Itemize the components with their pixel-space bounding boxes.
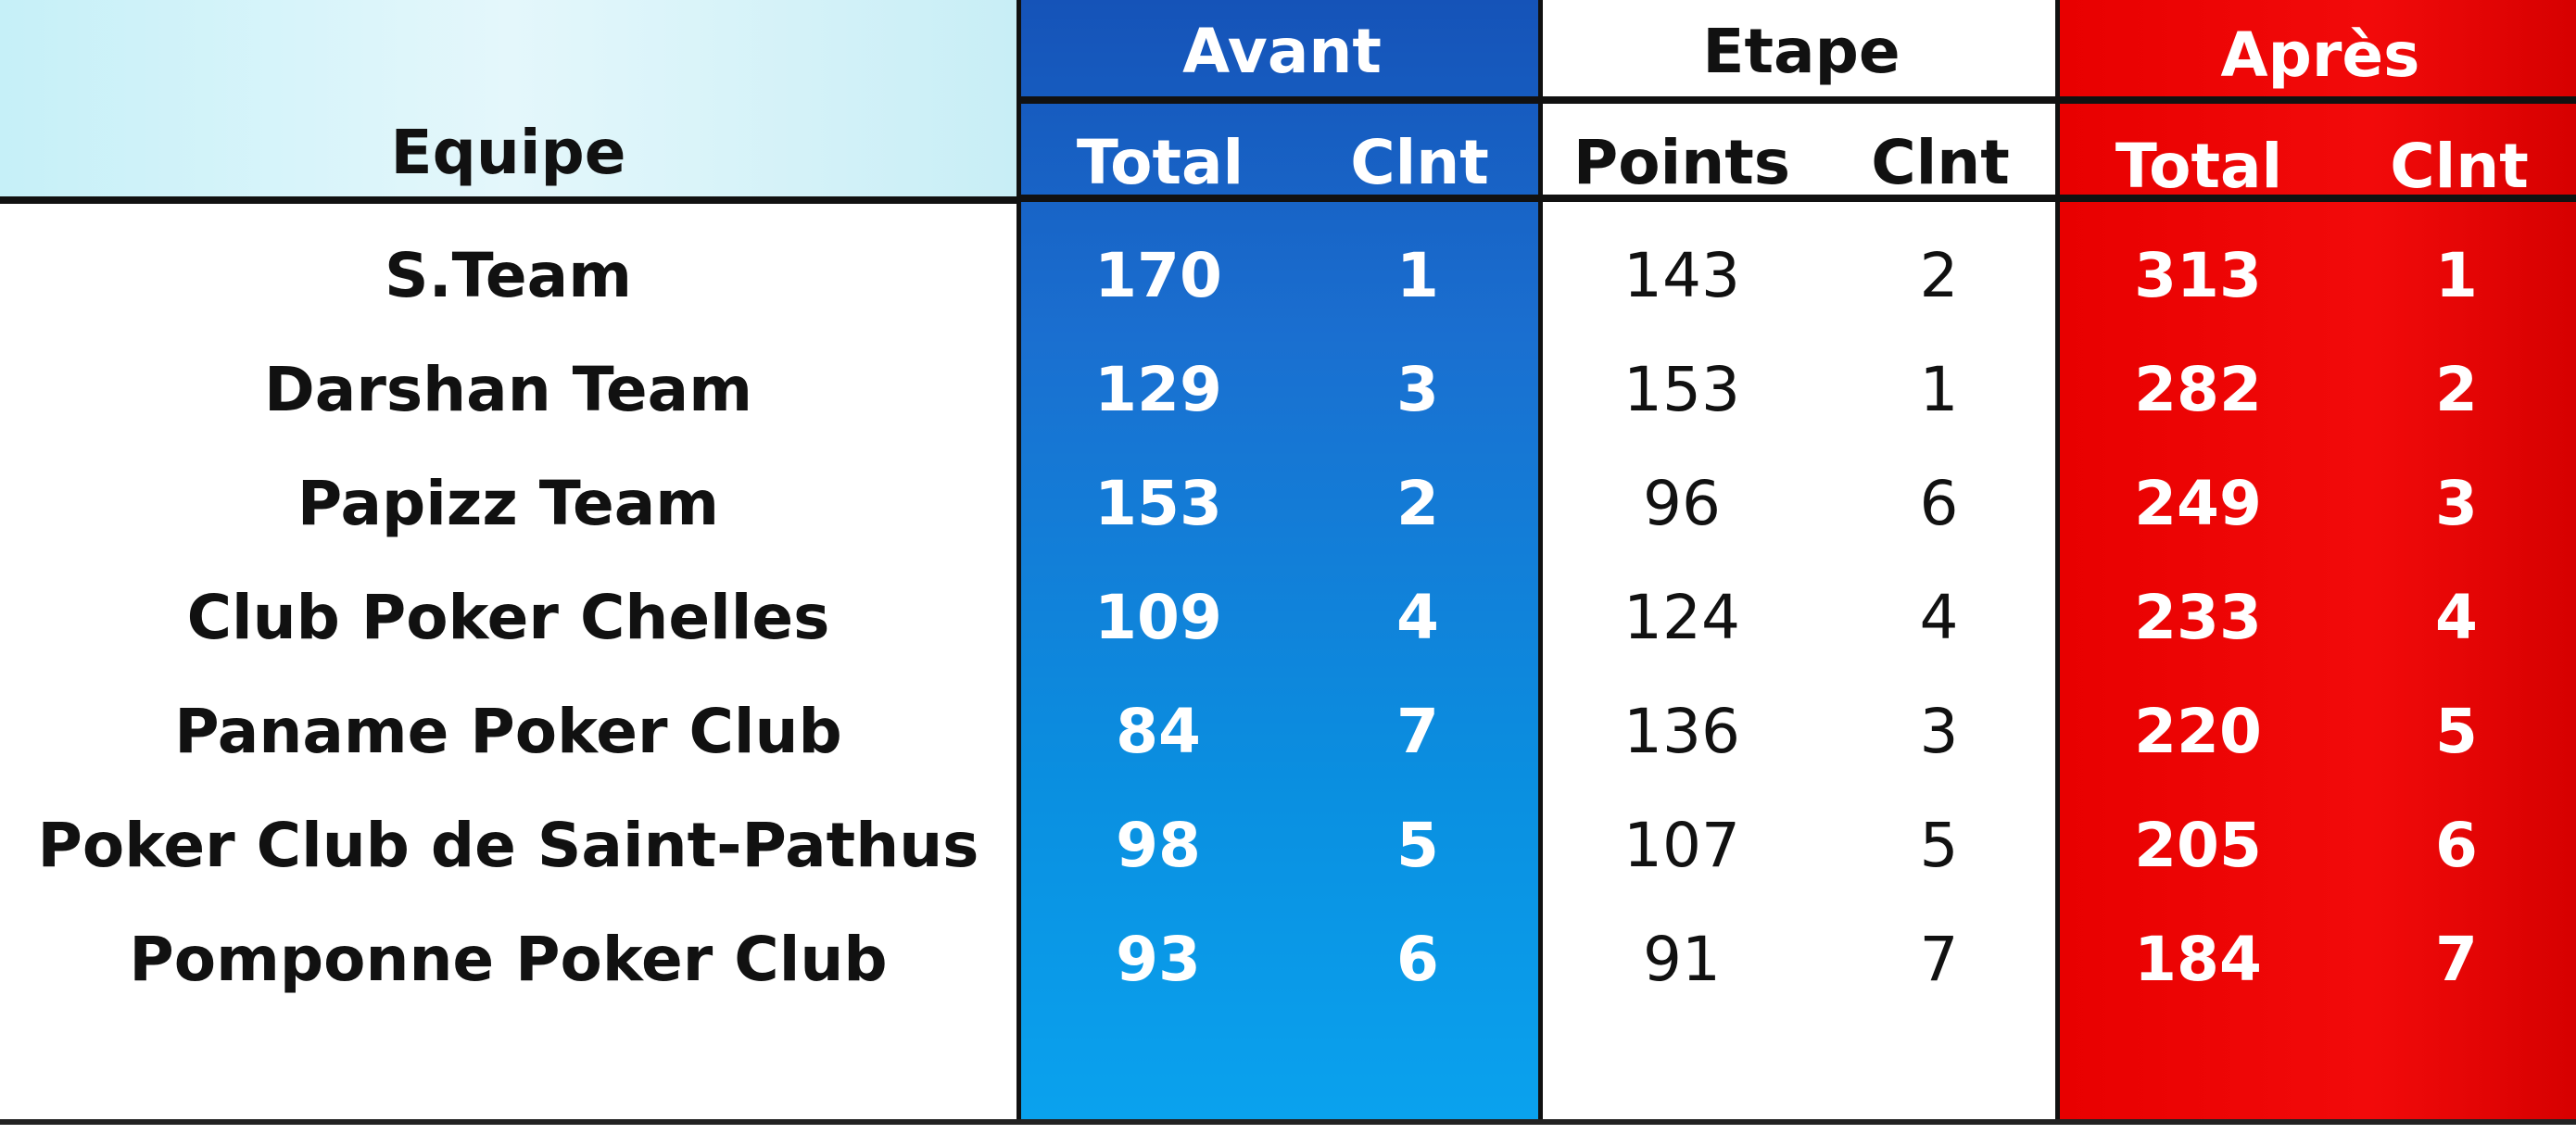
cell-apres-clnt: 5	[2435, 696, 2478, 767]
team-column: Equipe	[0, 0, 1017, 1121]
cell-team: Pomponne Poker Club	[129, 924, 888, 995]
cell-apres-total: 313	[2134, 240, 2262, 311]
cell-etape-clnt: 1	[1919, 354, 1959, 425]
divider	[2060, 96, 2576, 104]
avant-total-header: Total	[1076, 127, 1244, 198]
cell-apres-total: 220	[2134, 696, 2262, 767]
cell-avant-total: 170	[1094, 240, 1222, 311]
etape-clnt-header: Clnt	[1871, 127, 2010, 198]
avant-clnt-header: Clnt	[1350, 127, 1489, 198]
apres-group-header: Après	[2220, 19, 2420, 91]
cell-avant-total: 98	[1116, 810, 1201, 881]
cell-avant-total: 129	[1094, 354, 1222, 425]
cell-apres-clnt: 7	[2435, 924, 2478, 995]
cell-etape-points: 107	[1623, 810, 1740, 881]
cell-apres-total: 233	[2134, 582, 2262, 653]
cell-avant-clnt: 1	[1396, 240, 1439, 311]
cell-avant-total: 84	[1116, 696, 1201, 767]
cell-etape-clnt: 2	[1919, 240, 1959, 311]
divider	[2060, 195, 2576, 202]
cell-team: Papizz Team	[297, 468, 720, 539]
cell-etape-points: 96	[1643, 468, 1721, 539]
cell-avant-total: 153	[1094, 468, 1222, 539]
cell-avant-total: 93	[1116, 924, 1201, 995]
cell-etape-points: 124	[1623, 582, 1740, 653]
cell-avant-total: 109	[1094, 582, 1222, 653]
apres-column: Après Total Clnt	[2055, 0, 2576, 1121]
cell-avant-clnt: 2	[1396, 468, 1439, 539]
cell-apres-total: 282	[2134, 354, 2262, 425]
cell-etape-clnt: 5	[1919, 810, 1959, 881]
etape-column: Etape Points Clnt	[1538, 0, 2055, 1121]
team-header-cell	[0, 0, 1017, 204]
cell-etape-points: 153	[1623, 354, 1740, 425]
team-column-header: Equipe	[390, 117, 626, 188]
divider	[1021, 96, 1538, 104]
cell-team: Poker Club de Saint-Pathus	[37, 810, 979, 881]
etape-points-header: Points	[1572, 127, 1791, 198]
cell-avant-clnt: 6	[1396, 924, 1439, 995]
avant-column: Avant Total Clnt	[1017, 0, 1538, 1121]
cell-apres-clnt: 3	[2435, 468, 2478, 539]
cell-etape-clnt: 4	[1919, 582, 1959, 653]
etape-group-header: Etape	[1702, 16, 1900, 87]
cell-avant-clnt: 3	[1396, 354, 1439, 425]
cell-etape-clnt: 3	[1919, 696, 1959, 767]
cell-team: Paname Poker Club	[174, 696, 842, 767]
cell-avant-clnt: 5	[1396, 810, 1439, 881]
cell-etape-points: 91	[1643, 924, 1721, 995]
cell-etape-clnt: 6	[1919, 468, 1959, 539]
divider	[1543, 195, 2055, 202]
cell-avant-clnt: 7	[1396, 696, 1439, 767]
apres-total-header: Total	[2115, 131, 2283, 202]
cell-apres-clnt: 4	[2435, 582, 2478, 653]
cell-apres-clnt: 6	[2435, 810, 2478, 881]
cell-apres-clnt: 1	[2435, 240, 2478, 311]
bottom-border	[0, 1119, 2576, 1125]
cell-team: S.Team	[385, 240, 632, 311]
cell-apres-total: 249	[2134, 468, 2262, 539]
cell-apres-total: 205	[2134, 810, 2262, 881]
cell-etape-clnt: 7	[1919, 924, 1959, 995]
cell-team: Darshan Team	[264, 354, 752, 425]
cell-apres-clnt: 2	[2435, 354, 2478, 425]
cell-etape-points: 136	[1623, 696, 1740, 767]
cell-apres-total: 184	[2134, 924, 2262, 995]
avant-group-header: Avant	[1182, 16, 1382, 87]
apres-clnt-header: Clnt	[2390, 131, 2529, 202]
divider	[1021, 195, 1538, 202]
cell-team: Club Poker Chelles	[186, 582, 830, 653]
cell-etape-points: 143	[1623, 240, 1740, 311]
divider	[1543, 96, 2055, 104]
cell-avant-clnt: 4	[1396, 582, 1439, 653]
